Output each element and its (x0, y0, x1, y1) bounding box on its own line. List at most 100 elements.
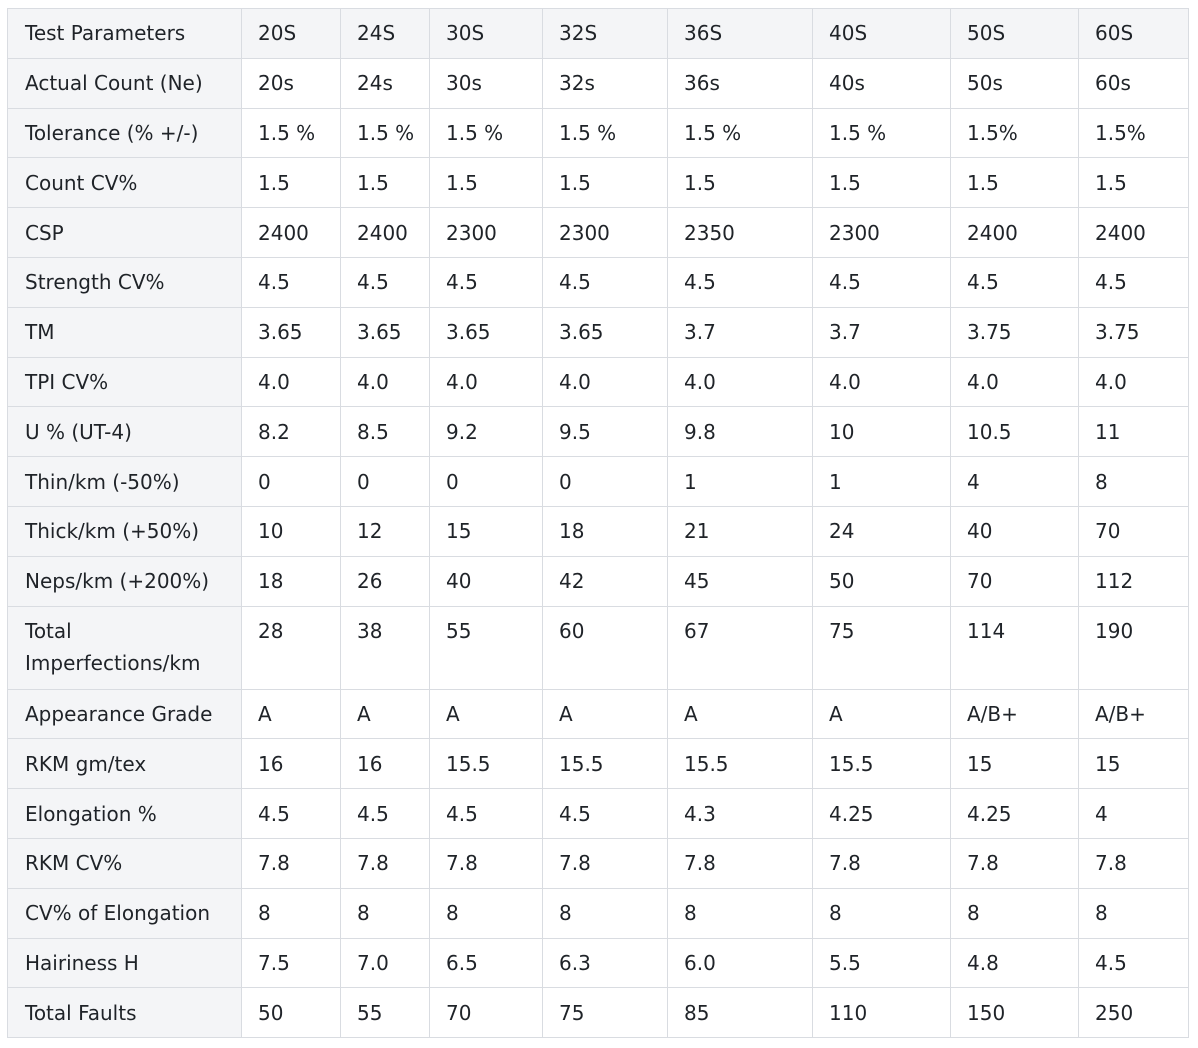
column-header-50s: 50S (950, 8, 1079, 59)
table-cell: 1.5 (340, 157, 430, 209)
table-cell: 15.5 (429, 738, 543, 790)
table-cell: 110 (812, 987, 951, 1039)
table-cell: 10.5 (950, 406, 1079, 458)
table-cell: 4.0 (542, 356, 668, 408)
table-cell: A (542, 688, 668, 740)
table-cell: 4.5 (1078, 256, 1189, 308)
table-cell: 38 (340, 605, 430, 690)
table-cell: 50 (812, 555, 951, 607)
table-cell: 18 (542, 505, 668, 557)
table-cell: 4.0 (241, 356, 341, 408)
table-cell: 8.2 (241, 406, 341, 458)
table-row: Total Imperfections/km 28 38 55 60 67 75 114 190 (7, 605, 1189, 690)
table-cell: 4.5 (241, 256, 341, 308)
table-cell: 15.5 (667, 738, 813, 790)
table-cell: 10 (241, 505, 341, 557)
table-cell: 4.0 (667, 356, 813, 408)
table-row: Tolerance (% +/-) 1.5 % 1.5 % 1.5 % 1.5 % 1.5… (7, 107, 1189, 159)
table-cell: 7.8 (429, 837, 543, 889)
table-row: Neps/km (+200%) 18 26 40 42 45 50 70 112 (7, 555, 1189, 607)
table-cell: 4.5 (542, 256, 668, 308)
table-cell: 75 (542, 987, 668, 1039)
table-cell: 50 (241, 987, 341, 1039)
table-cell: 8 (812, 887, 951, 939)
table-cell: 1.5 % (429, 107, 543, 159)
table-cell: 9.5 (542, 406, 668, 458)
table-cell: 3.75 (950, 306, 1079, 358)
row-label: Actual Count (Ne) (7, 57, 242, 109)
table-row: Actual Count (Ne) 20s 24s 30s 32s 36s 40s 50s 60… (7, 57, 1189, 109)
table-cell: 4.0 (340, 356, 430, 408)
table-cell: 1.5% (950, 107, 1079, 159)
table-cell: 2300 (429, 207, 543, 258)
table-cell: 4.5 (340, 788, 430, 839)
table-cell: 32s (542, 57, 668, 109)
table-cell: 6.5 (429, 937, 543, 989)
table-cell: 1.5 % (241, 107, 341, 159)
table-cell: 8 (542, 887, 668, 939)
table-row: RKM gm/tex 16 16 15.5 15.5 15.5 15.5 15 15 (7, 738, 1189, 790)
table-cell: 4.5 (812, 256, 951, 308)
table-cell: 2300 (542, 207, 668, 258)
row-label: Count CV% (7, 157, 242, 209)
table-cell: 67 (667, 605, 813, 690)
table-cell: 60 (542, 605, 668, 690)
table-row: Total Faults 50 55 70 75 85 110 150 250 (7, 987, 1189, 1039)
column-header-test-parameters: Test Parameters (7, 8, 242, 59)
table-cell: 1.5 % (340, 107, 430, 159)
table-cell: 42 (542, 555, 668, 607)
row-label: Tolerance (% +/-) (7, 107, 242, 159)
row-label: Total Faults (7, 987, 242, 1039)
column-header-32s: 32S (542, 8, 668, 59)
table-cell: 36s (667, 57, 813, 109)
table-cell: 2300 (812, 207, 951, 258)
table-cell: 1 (812, 456, 951, 507)
column-header-24s: 24S (340, 8, 430, 59)
table-cell: A (429, 688, 543, 740)
table-cell: 6.0 (667, 937, 813, 989)
table-cell: 3.65 (241, 306, 341, 358)
table-row: Appearance Grade A A A A A A A/B+ A/B+ (7, 688, 1189, 740)
table-cell: 4.25 (812, 788, 951, 839)
table-cell: 11 (1078, 406, 1189, 458)
table-cell: A (812, 688, 951, 740)
table-cell: 4.0 (812, 356, 951, 408)
table-row: TPI CV% 4.0 4.0 4.0 4.0 4.0 4.0 4.0 4.0 (7, 356, 1189, 408)
table-cell: 30s (429, 57, 543, 109)
table-cell: 2350 (667, 207, 813, 258)
table-cell: 15 (429, 505, 543, 557)
table-cell: 0 (542, 456, 668, 507)
row-label: Hairiness H (7, 937, 242, 989)
table-row: Thin/km (-50%) 0 0 0 0 1 1 4 8 (7, 456, 1189, 507)
table-cell: A (340, 688, 430, 740)
table-cell: 75 (812, 605, 951, 690)
table-row: Elongation % 4.5 4.5 4.5 4.5 4.3 4.25 4.25 4 (7, 788, 1189, 839)
row-label: CSP (7, 207, 242, 258)
row-label: Thin/km (-50%) (7, 456, 242, 507)
table-cell: 7.8 (667, 837, 813, 889)
table-cell: 3.7 (812, 306, 951, 358)
row-label: Neps/km (+200%) (7, 555, 242, 607)
table-cell: 18 (241, 555, 341, 607)
row-label: TM (7, 306, 242, 358)
table-cell: 50s (950, 57, 1079, 109)
table-cell: 40 (950, 505, 1079, 557)
table-cell: 8 (667, 887, 813, 939)
table-cell: 7.8 (241, 837, 341, 889)
table-cell: 3.65 (429, 306, 543, 358)
table-cell: 55 (429, 605, 543, 690)
table-cell: 7.0 (340, 937, 430, 989)
table-cell: 85 (667, 987, 813, 1039)
row-label: Appearance Grade (7, 688, 242, 740)
table-cell: 9.8 (667, 406, 813, 458)
row-label: Strength CV% (7, 256, 242, 308)
table-cell: 5.5 (812, 937, 951, 989)
table-cell: 1.5% (1078, 107, 1189, 159)
table-cell: 12 (340, 505, 430, 557)
table-cell: 4.3 (667, 788, 813, 839)
header-row: Test Parameters 20S 24S 30S 32S 36S 40S … (7, 8, 1189, 59)
table-cell: 7.8 (1078, 837, 1189, 889)
table-cell: 4.0 (950, 356, 1079, 408)
table-cell: 1.5 % (542, 107, 668, 159)
table-cell: 0 (340, 456, 430, 507)
